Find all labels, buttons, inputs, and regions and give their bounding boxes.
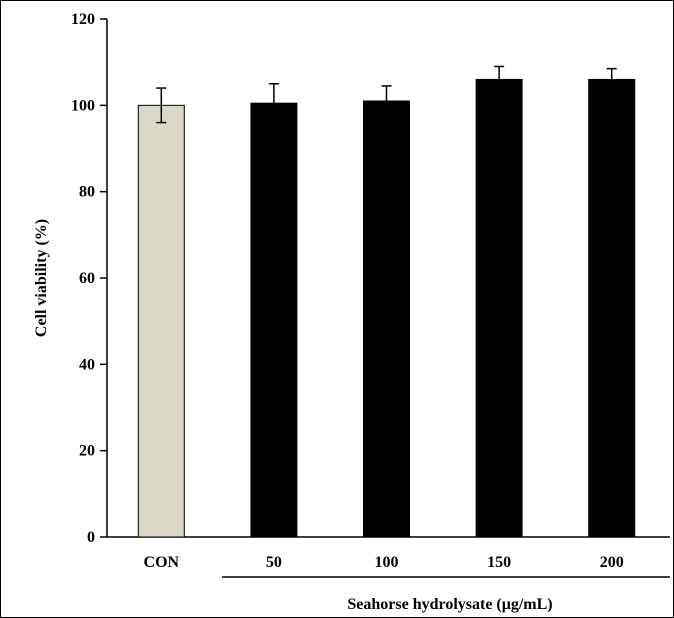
y-ticks: 0 20 40 60 80 100 120	[71, 11, 107, 546]
bar-100	[363, 100, 410, 538]
y-tick-label: 120	[71, 11, 95, 28]
bar-150	[475, 78, 523, 538]
y-tick-label: 60	[79, 270, 95, 287]
x-tick-label-150: 150	[487, 554, 511, 571]
x-tick-labels: CON 50 100 150 200	[144, 554, 624, 571]
x-axis-title: Seahorse hydrolysate (μg/mL)	[347, 596, 552, 613]
x-tick-label-50: 50	[266, 554, 282, 571]
y-tick-label: 20	[79, 443, 95, 460]
y-axis-title: Cell viability (%)	[33, 219, 50, 337]
x-tick-label-100: 100	[375, 554, 399, 571]
y-tick-label: 40	[79, 356, 95, 373]
x-tick-label-CON: CON	[144, 554, 180, 571]
bar-CON	[137, 104, 185, 538]
y-tick-label: 0	[87, 529, 95, 546]
bars	[137, 65, 636, 538]
y-tick-label: 100	[71, 97, 95, 114]
bar-200	[588, 78, 636, 538]
bar-50	[250, 102, 298, 538]
y-tick-label: 80	[79, 184, 95, 201]
x-tick-label-200: 200	[600, 554, 624, 571]
